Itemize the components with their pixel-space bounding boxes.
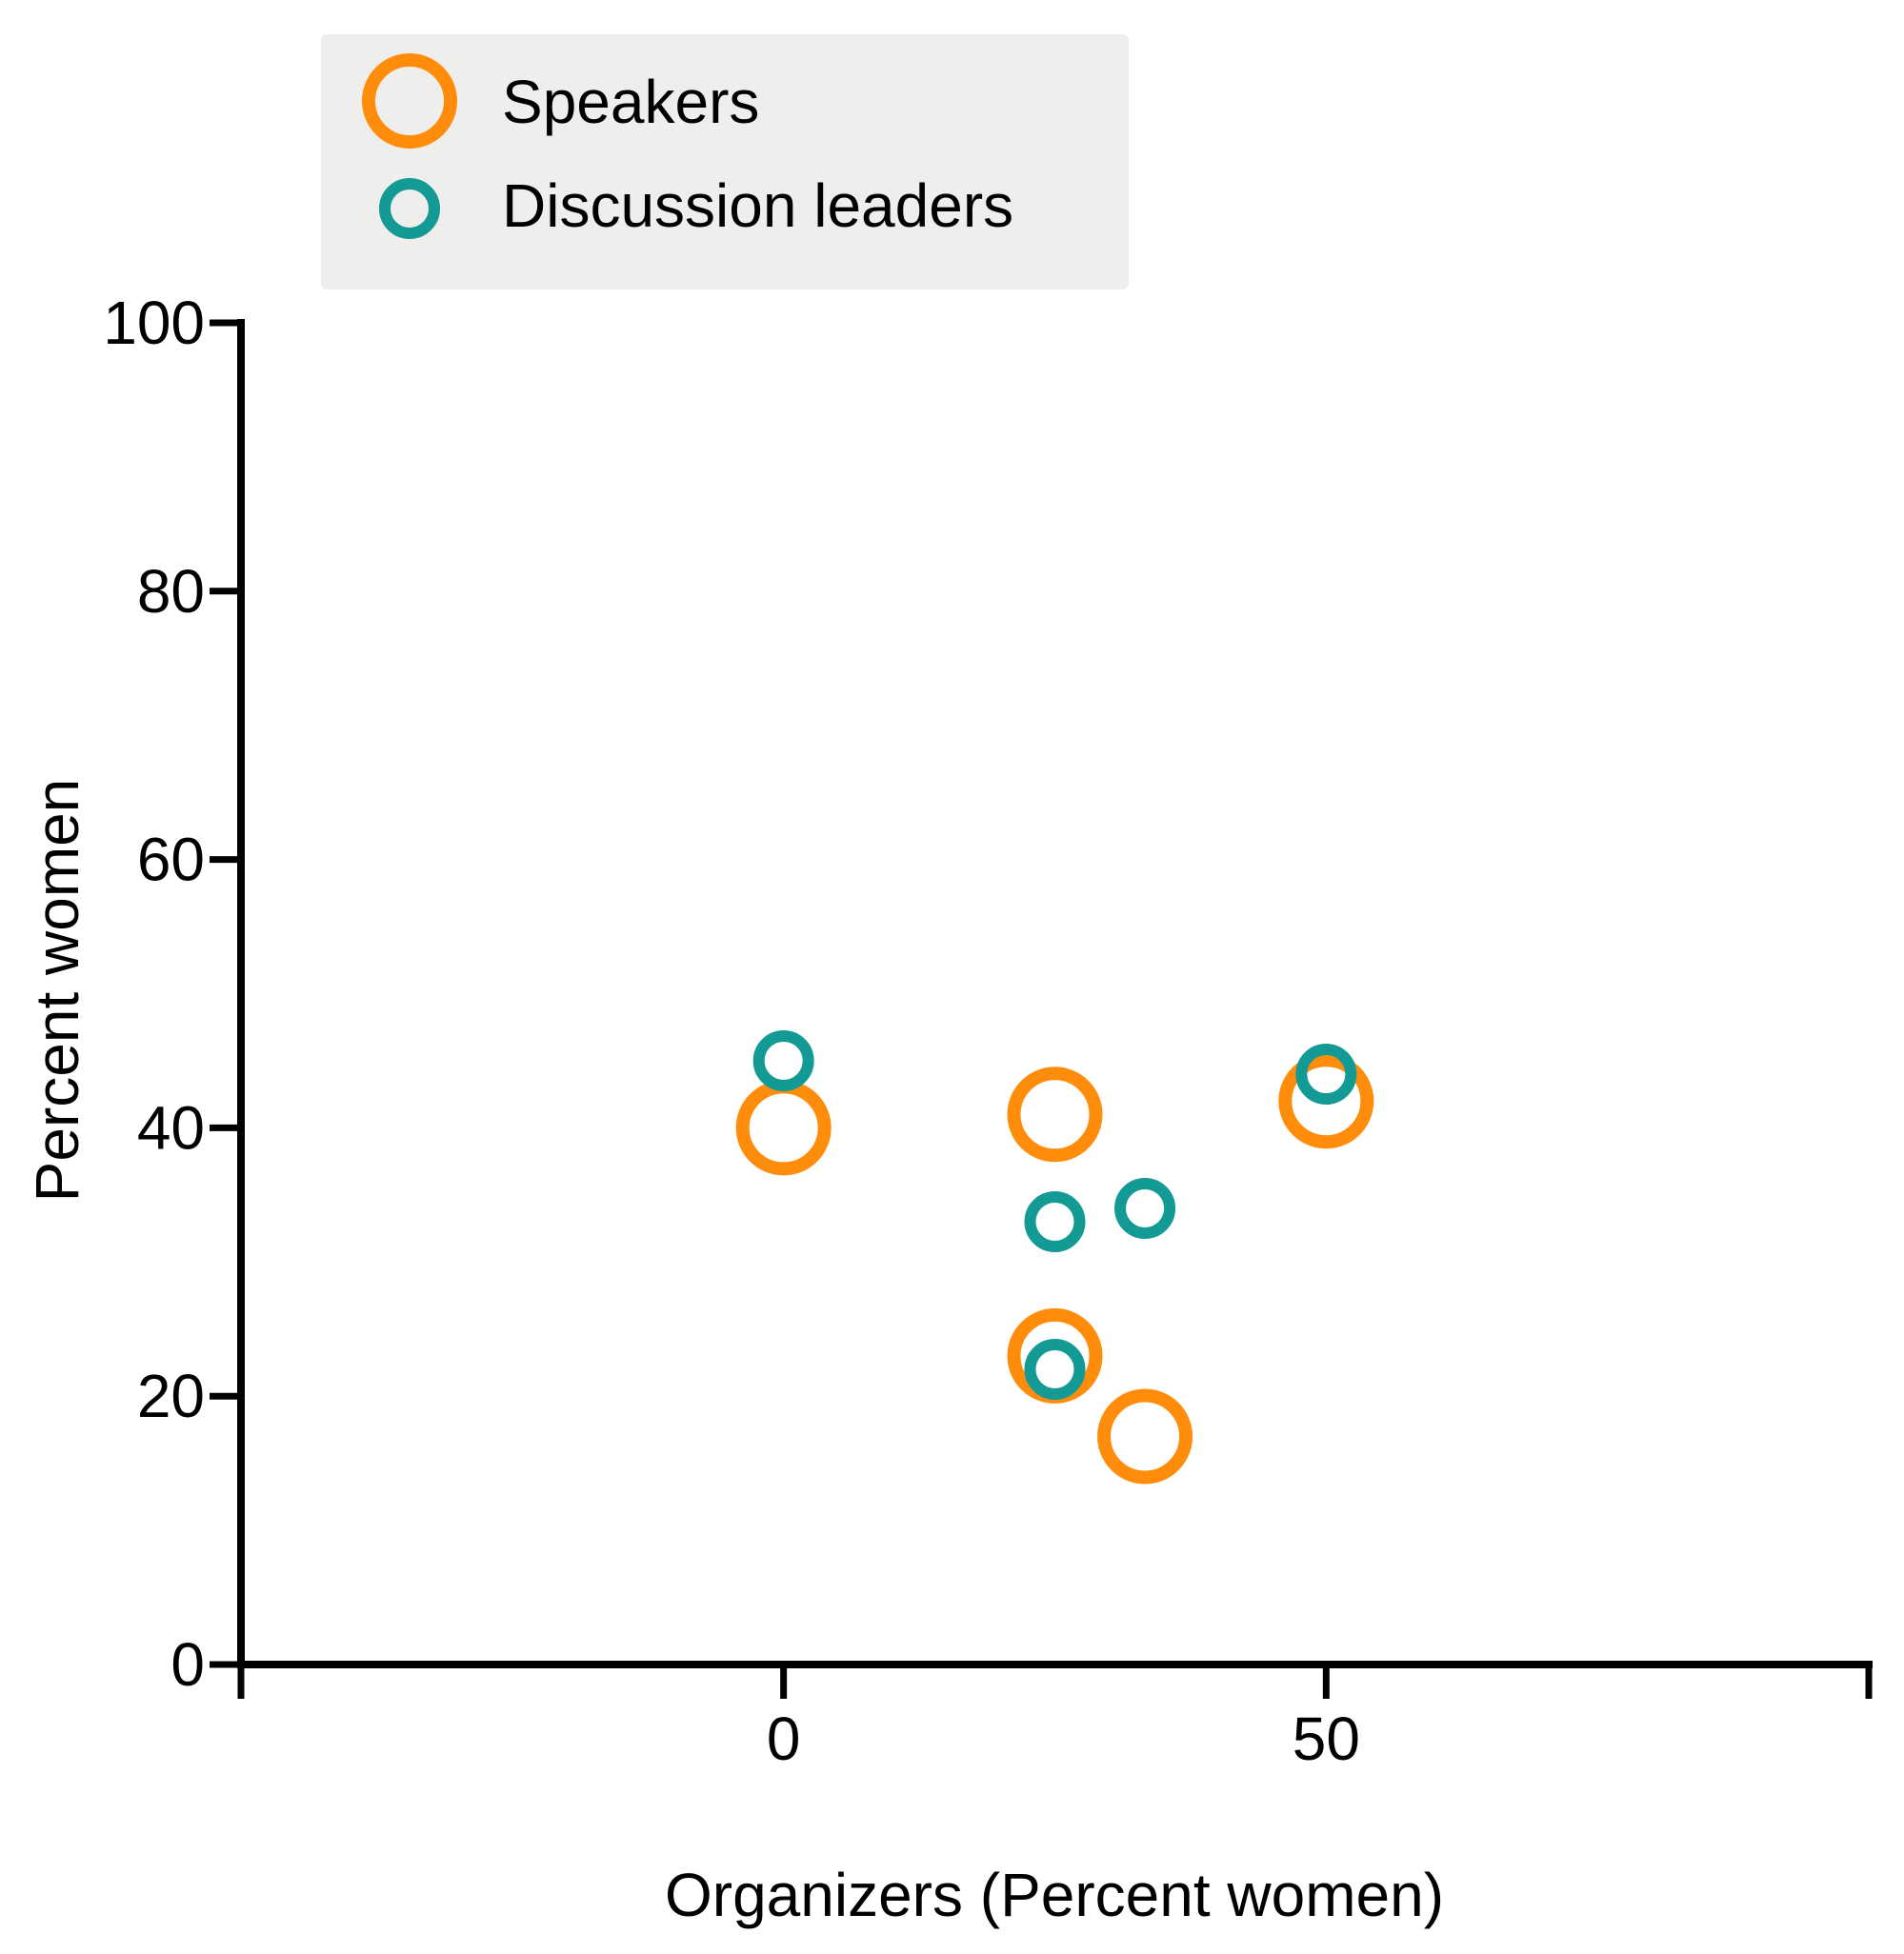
y-tick-label: 100 bbox=[103, 289, 205, 357]
x-tick-label: 50 bbox=[1293, 1705, 1360, 1773]
x-axis-title: Organizers (Percent women) bbox=[665, 1861, 1444, 1929]
legend-item-discussion-leaders: Discussion leaders bbox=[379, 171, 1013, 240]
x-tick-label: 0 bbox=[767, 1705, 801, 1773]
data-point-discussion-leaders bbox=[1295, 1044, 1357, 1106]
data-point-discussion-leaders bbox=[1024, 1339, 1086, 1401]
y-tick-label: 0 bbox=[170, 1630, 205, 1699]
data-point-speakers bbox=[1007, 1067, 1103, 1163]
data-point-discussion-leaders bbox=[1024, 1191, 1086, 1253]
x-axis: 0 50 bbox=[237, 1661, 1873, 1773]
data-point-speakers bbox=[1007, 1307, 1103, 1404]
y-axis-title: Percent women bbox=[23, 779, 91, 1203]
y-tick-label: 60 bbox=[137, 826, 205, 894]
x-ticks: 0 50 bbox=[237, 1665, 1873, 1773]
legend-item-speakers: Speakers bbox=[362, 53, 759, 149]
y-axis: 0 20 40 60 80 100 bbox=[103, 289, 245, 1699]
y-tick-label: 20 bbox=[137, 1362, 205, 1430]
legend-box bbox=[321, 34, 1129, 289]
legend: Speakers Discussion leaders bbox=[321, 34, 1129, 289]
legend-label-speakers: Speakers bbox=[502, 68, 759, 136]
y-tick-label: 80 bbox=[137, 557, 205, 626]
data-points bbox=[735, 1029, 1374, 1485]
data-point-speakers bbox=[1278, 1053, 1374, 1149]
y-tick-label: 40 bbox=[137, 1093, 205, 1162]
y-ticks: 0 20 40 60 80 100 bbox=[103, 289, 241, 1699]
legend-marker-speakers bbox=[362, 53, 457, 149]
data-point-discussion-leaders bbox=[752, 1029, 814, 1091]
data-point-speakers bbox=[1097, 1388, 1193, 1485]
legend-marker-discussion-leaders bbox=[379, 178, 440, 239]
data-point-discussion-leaders bbox=[1114, 1177, 1176, 1239]
data-point-speakers bbox=[735, 1080, 832, 1176]
legend-label-discussion-leaders: Discussion leaders bbox=[502, 171, 1013, 240]
